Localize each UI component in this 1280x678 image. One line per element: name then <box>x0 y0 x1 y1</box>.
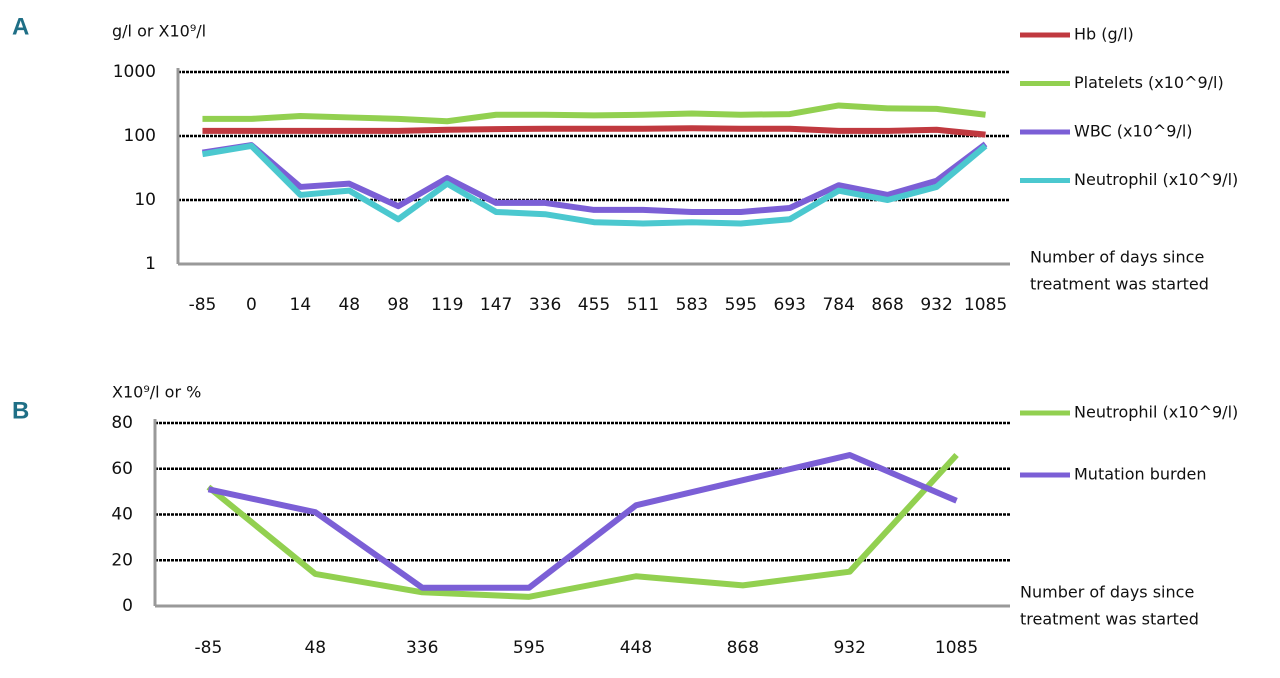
series-line <box>201 142 988 227</box>
x-tick-label: 48 <box>338 295 360 315</box>
x-axis-label: treatment was started <box>1020 610 1199 629</box>
x-tick-label: 784 <box>822 295 854 315</box>
x-axis-label: Number of days since <box>1030 248 1204 267</box>
x-tick-label: 595 <box>513 638 545 658</box>
y-axis-label: g/l or X10⁹/l <box>112 22 206 41</box>
legend-label: Neutrophil (x10^9/l) <box>1074 170 1238 189</box>
x-tick-label: 455 <box>578 295 610 315</box>
series-line <box>202 102 986 125</box>
x-tick-label: 1085 <box>964 295 1007 315</box>
x-tick-label: 868 <box>871 295 903 315</box>
x-tick-label: 583 <box>676 295 708 315</box>
x-tick-label: 14 <box>290 295 312 315</box>
x-tick-label: 932 <box>833 638 865 658</box>
x-tick-label: 1085 <box>935 638 978 658</box>
x-tick-label: 336 <box>406 638 438 658</box>
x-tick-label: 448 <box>620 638 652 658</box>
y-axis-label: X10⁹/l or % <box>112 383 201 402</box>
series-line <box>202 125 986 138</box>
panel-label: B <box>12 397 29 424</box>
y-tick-label: 1000 <box>113 62 156 82</box>
series-line <box>206 452 959 600</box>
x-tick-label: 693 <box>774 295 806 315</box>
x-tick-label: 0 <box>246 295 257 315</box>
series-line <box>202 141 988 215</box>
y-tick-label: 80 <box>111 413 133 433</box>
legend-label: WBC (x10^9/l) <box>1074 122 1193 141</box>
x-tick-label: 595 <box>725 295 757 315</box>
y-tick-label: 60 <box>111 459 133 479</box>
x-tick-label: 511 <box>627 295 659 315</box>
y-tick-label: 10 <box>134 190 156 210</box>
legend-label: Neutrophil (x10^9/l) <box>1074 403 1238 422</box>
y-tick-label: 40 <box>111 505 133 525</box>
x-tick-label: 98 <box>387 295 409 315</box>
y-tick-label: 20 <box>111 550 133 570</box>
x-tick-label: 932 <box>920 295 952 315</box>
series-line <box>207 452 958 591</box>
panel-label: A <box>12 13 29 40</box>
y-tick-label: 1 <box>145 254 156 274</box>
x-axis-label: treatment was started <box>1030 275 1209 294</box>
x-axis-label: Number of days since <box>1020 583 1194 602</box>
y-tick-label: 100 <box>124 126 156 146</box>
x-tick-label: -85 <box>189 295 217 315</box>
x-tick-label: 336 <box>529 295 561 315</box>
x-tick-label: 119 <box>431 295 463 315</box>
legend-label: Platelets (x10^9/l) <box>1074 73 1224 92</box>
x-tick-label: 868 <box>727 638 759 658</box>
x-tick-label: 147 <box>480 295 512 315</box>
legend-label: Hb (g/l) <box>1074 25 1134 44</box>
legend-label: Mutation burden <box>1074 465 1207 484</box>
x-tick-label: 48 <box>304 638 326 658</box>
x-tick-label: -85 <box>195 638 223 658</box>
y-tick-label: 0 <box>122 596 133 616</box>
